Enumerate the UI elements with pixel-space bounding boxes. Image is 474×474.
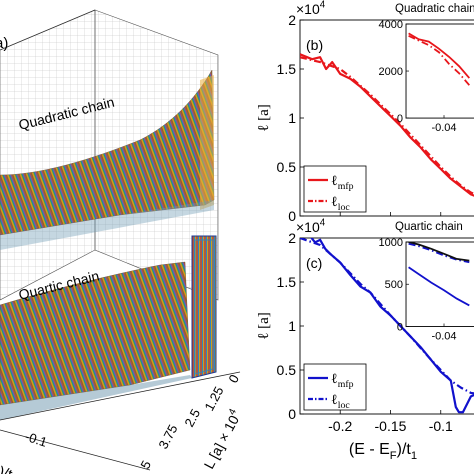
y-tick-label: 1 [288,318,296,334]
y-tick-label: 0.5 [277,159,297,175]
x-tick-label: -0.15 [375,418,407,434]
panel-label: (c) [306,255,322,271]
panel-c-quartic-chain: 0 0.5 1 1.5 2 -0.2 -0.15 -0.1 ×104​ Quartic chain… [256,218,474,462]
inset-series-line [408,266,470,307]
inset-frame [405,241,474,327]
chart-title: Quadratic chain [395,3,474,15]
series-line-mfp [300,53,474,197]
l-tick-1: 1.25 [201,384,226,413]
inset-series-line [408,242,470,262]
y-tick-label: 0 [288,208,296,224]
surface-quartic [0,261,191,406]
y-axis-label: ℓ [a] [256,104,272,132]
back-wall-left [0,9,96,301]
inset-series-line [408,34,470,86]
inset-y-tick-label: 500 [385,279,403,291]
y-multiplier: ×104​ [296,218,326,235]
x-tick-label: -0.1 [429,418,453,434]
panel-a-3d-surfaces: Quadratic chain Quartic chain (a) 0 1.25… [0,9,245,474]
l-axis: 0 1.25 2.5 3.75 5 L [a] × 104​ [137,372,244,471]
energy-tick-0: -0.1 [23,429,49,450]
panel-label-a: (a) [0,35,8,52]
l-tick-3: 3.75 [155,422,180,451]
y-multiplier: ×104​ [296,0,326,17]
series-line-loc [300,238,474,395]
series-line-loc [300,56,474,196]
y-tick-label: 0 [288,406,296,422]
inset-x-tick-label: -0.04 [431,330,456,342]
inset-series-line [408,242,470,264]
y-tick-label: 1.5 [277,274,297,290]
surface-quartic-peak [191,235,217,379]
x-axis-label: (E - EF​)/t1​ [349,441,417,462]
legend-box [303,165,367,213]
l-tick-2: 2.5 [181,406,203,429]
l-axis-label: L [a] × 104​ [199,407,244,472]
y-axis-label: ℓ [a] [256,312,272,340]
surface-quadratic [0,69,215,236]
inset-y-tick-label: 1000 [379,237,403,249]
y-tick-label: 2 [288,12,296,28]
energy-axis: -0.1 (E - EF​)/t1​ [0,429,49,474]
inset-x-tick-label: -0.04 [431,122,456,134]
legend-label: ℓloc​ [331,195,350,213]
y-tick-label: 2 [288,230,296,246]
inset-y-tick-label: 0 [397,113,403,125]
y-tick-label: 0.5 [277,362,297,378]
legend-label: ℓmfp​ [331,174,354,192]
panel-b-quadratic-chain: 0 0.5 1 1.5 2×104​ Quadratic chain ℓ [a] (b) 0 20… [256,0,474,224]
energy-axis-label: (E - EF​)/t1​ [0,450,20,474]
panel-label: (b) [306,37,323,53]
inset-series-line [408,32,470,79]
x-tick-label: -0.2 [328,418,352,434]
chart-title: Quartic chain [395,221,463,233]
l-tick-4: 5 [137,458,154,471]
l-tick-0: 0 [225,372,242,385]
inset-y-tick-label: 2000 [379,66,403,78]
y-tick-label: 1.5 [277,61,297,77]
inset-y-tick-label: 0 [397,321,403,333]
inset-y-tick-label: 4000 [379,19,403,31]
legend-label: ℓmfp​ [331,372,354,390]
legend-label: ℓloc​ [331,393,350,411]
y-tick-label: 1 [288,110,296,126]
legend-box [303,363,367,411]
